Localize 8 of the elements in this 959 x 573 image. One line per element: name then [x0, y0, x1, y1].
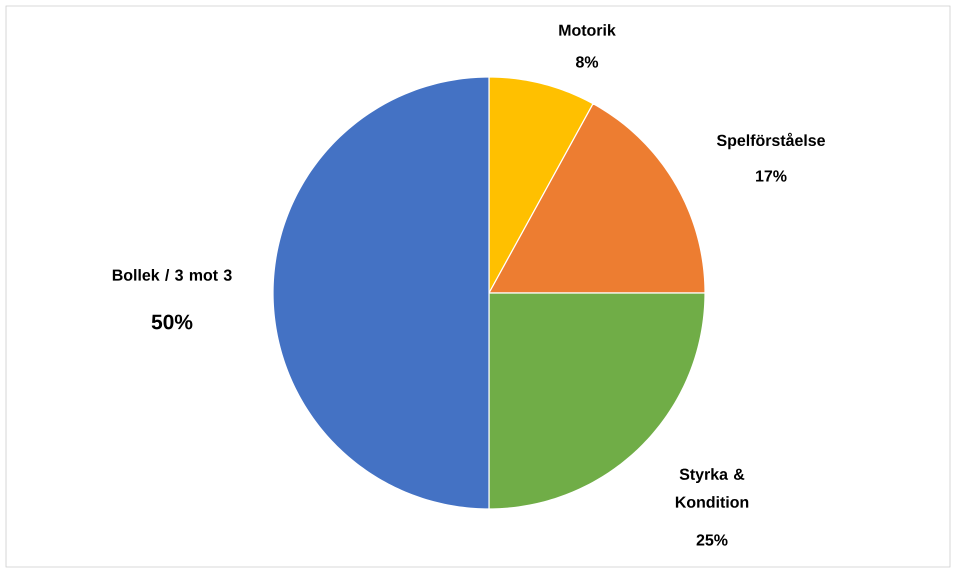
data-label: 8%	[576, 56, 598, 68]
slice-label: Styrka & Kondition	[676, 468, 748, 508]
data-label: 50%	[152, 314, 192, 330]
slice-label: Motorik	[559, 24, 616, 36]
slice-label: Bollek / 3 mot 3	[112, 269, 232, 281]
slice-label: Spelförståelse	[716, 132, 825, 150]
data-label: 25%	[696, 534, 728, 546]
data-label: 17%	[756, 170, 787, 182]
